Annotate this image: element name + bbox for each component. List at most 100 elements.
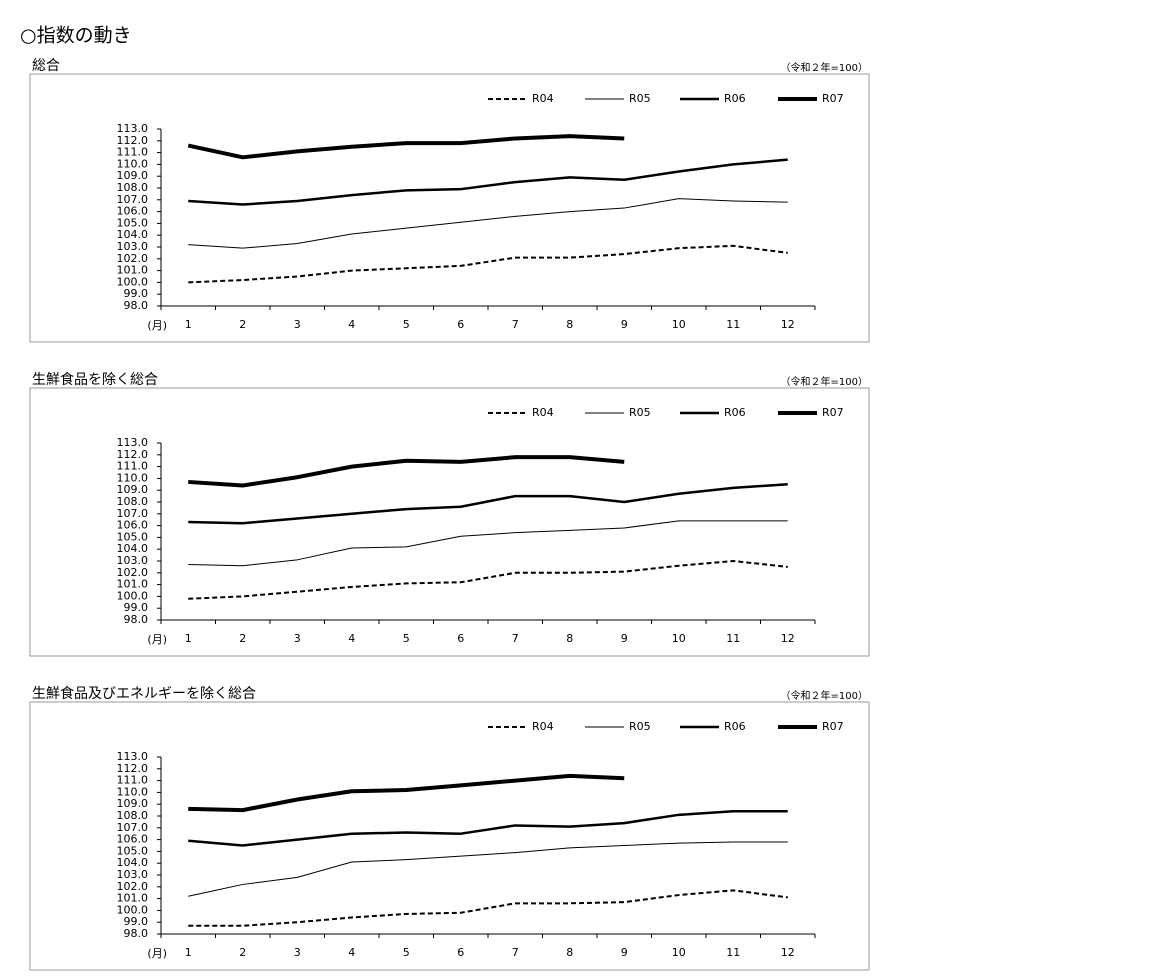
x-tick-label: 1 — [185, 632, 192, 645]
x-tick-label: 11 — [726, 318, 740, 331]
chart-title: 生鮮食品を除く総合 — [32, 371, 158, 388]
x-axis-label: (月) — [147, 633, 167, 646]
y-tick-label: 113.0 — [117, 436, 149, 449]
y-tick-label: 107.0 — [117, 193, 149, 206]
y-tick-label: 98.0 — [124, 613, 149, 626]
unit-label: （令和２年=100） — [781, 689, 868, 702]
x-tick-label: 7 — [512, 632, 519, 645]
legend-label: R07 — [822, 720, 844, 733]
y-tick-label: 108.0 — [117, 181, 149, 194]
x-tick-label: 5 — [403, 318, 410, 331]
series-line — [188, 810, 788, 847]
y-tick-label: 98.0 — [124, 927, 149, 940]
x-tick-label: 12 — [781, 632, 795, 645]
x-tick-label: 12 — [781, 318, 795, 331]
x-tick-label: 6 — [457, 946, 464, 959]
x-tick-label: 1 — [185, 318, 192, 331]
y-tick-label: 106.0 — [117, 833, 149, 846]
x-tick-label: 3 — [294, 946, 301, 959]
y-tick-label: 109.0 — [117, 169, 149, 182]
series-line — [188, 158, 788, 206]
series-line — [188, 520, 788, 567]
x-tick-label: 10 — [672, 632, 686, 645]
page-title: ○指数の動き — [20, 25, 132, 47]
unit-label: （令和２年=100） — [781, 61, 868, 74]
x-tick-label: 10 — [672, 946, 686, 959]
y-tick-label: 110.0 — [117, 471, 149, 484]
x-tick-label: 7 — [512, 946, 519, 959]
legend-label: R05 — [629, 406, 651, 419]
x-tick-label: 4 — [348, 318, 355, 331]
x-tick-label: 8 — [566, 318, 573, 331]
x-tick-label: 4 — [348, 946, 355, 959]
y-tick-label: 102.0 — [117, 880, 149, 893]
x-tick-label: 5 — [403, 632, 410, 645]
x-axis-label: (月) — [147, 319, 167, 332]
y-tick-label: 103.0 — [117, 240, 149, 253]
y-tick-label: 99.0 — [124, 601, 149, 614]
legend-label: R06 — [724, 406, 746, 419]
x-tick-label: 2 — [239, 946, 246, 959]
x-tick-label: 5 — [403, 946, 410, 959]
x-tick-label: 9 — [621, 632, 628, 645]
y-tick-label: 105.0 — [117, 530, 149, 543]
chart-title: 総合 — [32, 58, 60, 74]
series-line — [188, 483, 788, 525]
y-tick-label: 99.0 — [124, 915, 149, 928]
series-line — [188, 244, 788, 284]
x-tick-label: 1 — [185, 946, 192, 959]
y-tick-label: 100.0 — [117, 589, 149, 602]
chart-frame — [29, 701, 870, 971]
series-line — [188, 773, 625, 813]
legend-label: R04 — [532, 720, 554, 733]
chart-title: 生鮮食品及びエネルギーを除く総合 — [32, 685, 256, 702]
chart-frame — [29, 73, 870, 343]
y-tick-label: 102.0 — [117, 252, 149, 265]
y-tick-label: 106.0 — [117, 519, 149, 532]
legend-label: R04 — [532, 406, 554, 419]
y-tick-label: 110.0 — [117, 785, 149, 798]
series-line — [188, 841, 788, 897]
x-tick-label: 3 — [294, 632, 301, 645]
y-tick-label: 107.0 — [117, 507, 149, 520]
x-tick-label: 6 — [457, 632, 464, 645]
x-tick-label: 2 — [239, 632, 246, 645]
y-tick-label: 107.0 — [117, 821, 149, 834]
series-line — [187, 134, 625, 160]
unit-label: （令和２年=100） — [781, 375, 868, 388]
y-tick-label: 104.0 — [117, 542, 149, 555]
y-tick-label: 105.0 — [117, 844, 149, 857]
y-tick-label: 100.0 — [117, 903, 149, 916]
y-tick-label: 108.0 — [117, 495, 149, 508]
legend-label: R04 — [532, 92, 554, 105]
y-tick-label: 108.0 — [117, 809, 149, 822]
x-tick-label: 7 — [512, 318, 519, 331]
y-tick-label: 111.0 — [117, 460, 149, 473]
x-tick-label: 2 — [239, 318, 246, 331]
series-line — [188, 560, 788, 600]
legend-label: R06 — [724, 720, 746, 733]
y-tick-label: 102.0 — [117, 566, 149, 579]
y-tick-label: 100.0 — [117, 275, 149, 288]
y-tick-label: 112.0 — [117, 762, 149, 775]
y-tick-label: 112.0 — [117, 134, 149, 147]
x-tick-label: 11 — [726, 946, 740, 959]
series-line — [188, 455, 625, 488]
x-tick-label: 4 — [348, 632, 355, 645]
x-tick-label: 12 — [781, 946, 795, 959]
series-line — [188, 198, 788, 249]
y-tick-label: 111.0 — [117, 774, 149, 787]
x-tick-label: 10 — [672, 318, 686, 331]
y-tick-label: 101.0 — [117, 892, 149, 905]
series-line — [188, 889, 788, 927]
y-tick-label: 111.0 — [117, 146, 149, 159]
y-tick-label: 104.0 — [117, 228, 149, 241]
x-tick-label: 3 — [294, 318, 301, 331]
x-tick-label: 11 — [726, 632, 740, 645]
y-tick-label: 103.0 — [117, 868, 149, 881]
x-tick-label: 6 — [457, 318, 464, 331]
y-tick-label: 101.0 — [117, 578, 149, 591]
x-axis-label: (月) — [147, 947, 167, 960]
legend-label: R05 — [629, 92, 651, 105]
